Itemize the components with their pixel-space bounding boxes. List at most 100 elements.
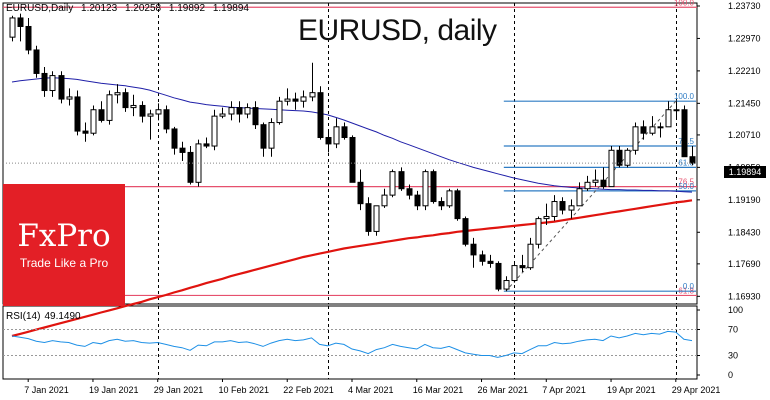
chart-title: EURUSD, daily (298, 14, 497, 47)
rsi-panel-border (2, 305, 698, 380)
candle (592, 169, 599, 187)
candle-body (276, 100, 283, 124)
candle (163, 105, 170, 134)
candle-body (398, 171, 405, 190)
candle-body (90, 109, 97, 134)
candle-body (179, 147, 186, 153)
candle (292, 92, 299, 110)
price-axis: 1.237301.229701.222101.214501.207101.199… (697, 1, 761, 380)
candle-body (228, 107, 235, 115)
level-label: 100.0 (674, 0, 695, 7)
candle-body (657, 126, 664, 129)
price-tick-label: 1.18430 (728, 227, 761, 237)
ma-fast-line (11, 77, 693, 193)
candle (559, 197, 566, 215)
candle (527, 237, 534, 270)
price-tick-label: 1.16930 (728, 291, 761, 301)
rsi-name: RSI(14) (6, 311, 41, 322)
candle-body (559, 201, 566, 211)
candle (179, 141, 186, 161)
candle (317, 86, 324, 140)
candle (373, 205, 380, 236)
candle-body (576, 188, 583, 207)
candle (649, 116, 656, 136)
candle (503, 276, 510, 292)
price-tick-label: 1.19190 (728, 195, 761, 205)
symbol-info: EURUSD,Daily 1.20123 1.20258 1.19892 1.1… (6, 3, 254, 14)
candle (98, 101, 105, 123)
candle-body (25, 25, 32, 51)
candle-body (284, 98, 291, 102)
candle-body (114, 92, 121, 96)
candle (640, 120, 647, 140)
candle-body (495, 262, 502, 290)
candle (66, 88, 73, 106)
price-tick-label: 1.20710 (728, 130, 761, 140)
candle-body (317, 92, 324, 138)
candle (211, 109, 218, 151)
time-tick-label: 10 Feb 2021 (218, 385, 269, 395)
candle-body (236, 107, 243, 115)
candle-body (9, 17, 16, 38)
close-value: 1.19894 (212, 3, 249, 14)
candles (3, 13, 697, 292)
candle (155, 103, 162, 121)
time-tick-label: 29 Apr 2021 (672, 385, 721, 395)
candle-body (260, 124, 267, 149)
candle-body (470, 243, 477, 256)
time-tick-label: 7 Jan 2021 (24, 385, 69, 395)
candle-body (325, 136, 332, 145)
candle (600, 167, 607, 189)
time-axis: 7 Jan 2021 19 Jan 2021 29 Jan 2021 10 Feb 2… (24, 379, 720, 395)
candle-body (163, 109, 170, 130)
candle (576, 182, 583, 207)
time-tick-label: 16 Mar 2021 (413, 385, 464, 395)
candle (584, 175, 591, 191)
time-tick-label: 4 Mar 2021 (348, 385, 394, 395)
candle (300, 90, 307, 108)
candle (657, 122, 664, 138)
candle (665, 101, 672, 128)
period-separators (158, 3, 677, 379)
candle-body (58, 75, 65, 100)
candle-body (171, 128, 178, 149)
candle-body (122, 92, 129, 109)
candle (446, 188, 453, 208)
candle-body (268, 122, 275, 149)
candle (82, 122, 89, 142)
time-tick-label: 19 Apr 2021 (607, 385, 656, 395)
candle (90, 105, 97, 136)
candle-body (519, 265, 526, 269)
candle-body (479, 254, 486, 262)
candle (114, 84, 121, 104)
price-tick-label: 1.23730 (728, 1, 761, 11)
candle (122, 88, 129, 112)
fib-label: 61.8 (678, 158, 694, 167)
rsi-tick-label: 30 (728, 351, 738, 361)
candle-body (503, 280, 510, 290)
candle-body (106, 94, 113, 121)
high-value: 1.20258 (124, 3, 162, 14)
candle (236, 101, 243, 123)
candle-body (341, 126, 348, 138)
candle-body (365, 203, 372, 232)
candle-body (33, 49, 40, 74)
candle-body (438, 201, 445, 207)
candle (171, 126, 178, 155)
candle-body (309, 92, 316, 98)
candle (365, 197, 372, 236)
candle (470, 237, 477, 268)
candle (689, 146, 696, 166)
chart-frame (2, 2, 698, 380)
fib-trend-line (505, 100, 677, 292)
current-price-label: 1.19894 (724, 166, 766, 178)
price-tick-label: 1.21450 (728, 98, 761, 108)
candle (535, 216, 542, 249)
candle-body (422, 171, 429, 207)
price-tick-label: 1.22970 (728, 33, 761, 43)
candle (187, 146, 194, 185)
candle-body (82, 130, 89, 134)
candle (276, 96, 283, 125)
candle-body (454, 190, 461, 220)
candle-body (406, 188, 413, 196)
